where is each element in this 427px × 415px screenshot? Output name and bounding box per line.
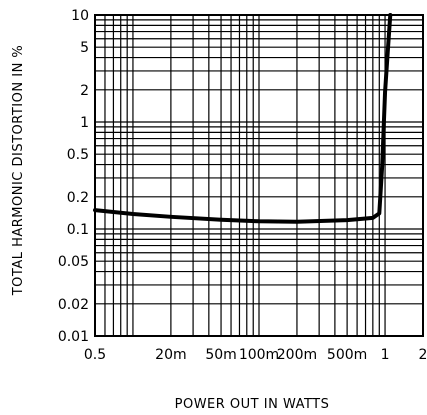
y-tick-label: 5 [80,40,89,56]
plot-frame [94,14,424,337]
x-tick-label: 50m [205,347,236,363]
y-tick-label: 1 [80,115,89,131]
y-tick-label: 0.05 [58,254,89,270]
y-axis-title: TOTAL HARMONIC DISTORTION IN % [11,45,26,297]
y-tick-label: 10 [71,8,89,24]
x-tick-label: 2 [419,347,427,363]
y-tick-label: 0.5 [67,147,89,163]
x-axis-title: POWER OUT IN WATTS [175,397,330,412]
y-tick-label: 0.1 [67,222,89,238]
x-tick-label: 0.5 [84,347,106,363]
y-tick-label: 0.2 [67,190,89,206]
x-tick-label: 200m [277,347,317,363]
y-tick-label: 0.02 [58,297,89,313]
x-tick-label: 500m [327,347,367,363]
grid [94,14,424,337]
thd-curve [93,13,393,224]
y-tick-label: 0.01 [58,329,89,345]
y-tick-label: 2 [80,83,89,99]
x-tick-label: 1 [381,347,390,363]
x-tick-label: 100m [239,347,279,363]
series-layer [93,13,393,224]
x-tick-label: 20m [155,347,186,363]
y-tick-labels: 10 5 2 1 0.5 0.2 0.1 0.05 0.02 0.01 [58,8,89,345]
